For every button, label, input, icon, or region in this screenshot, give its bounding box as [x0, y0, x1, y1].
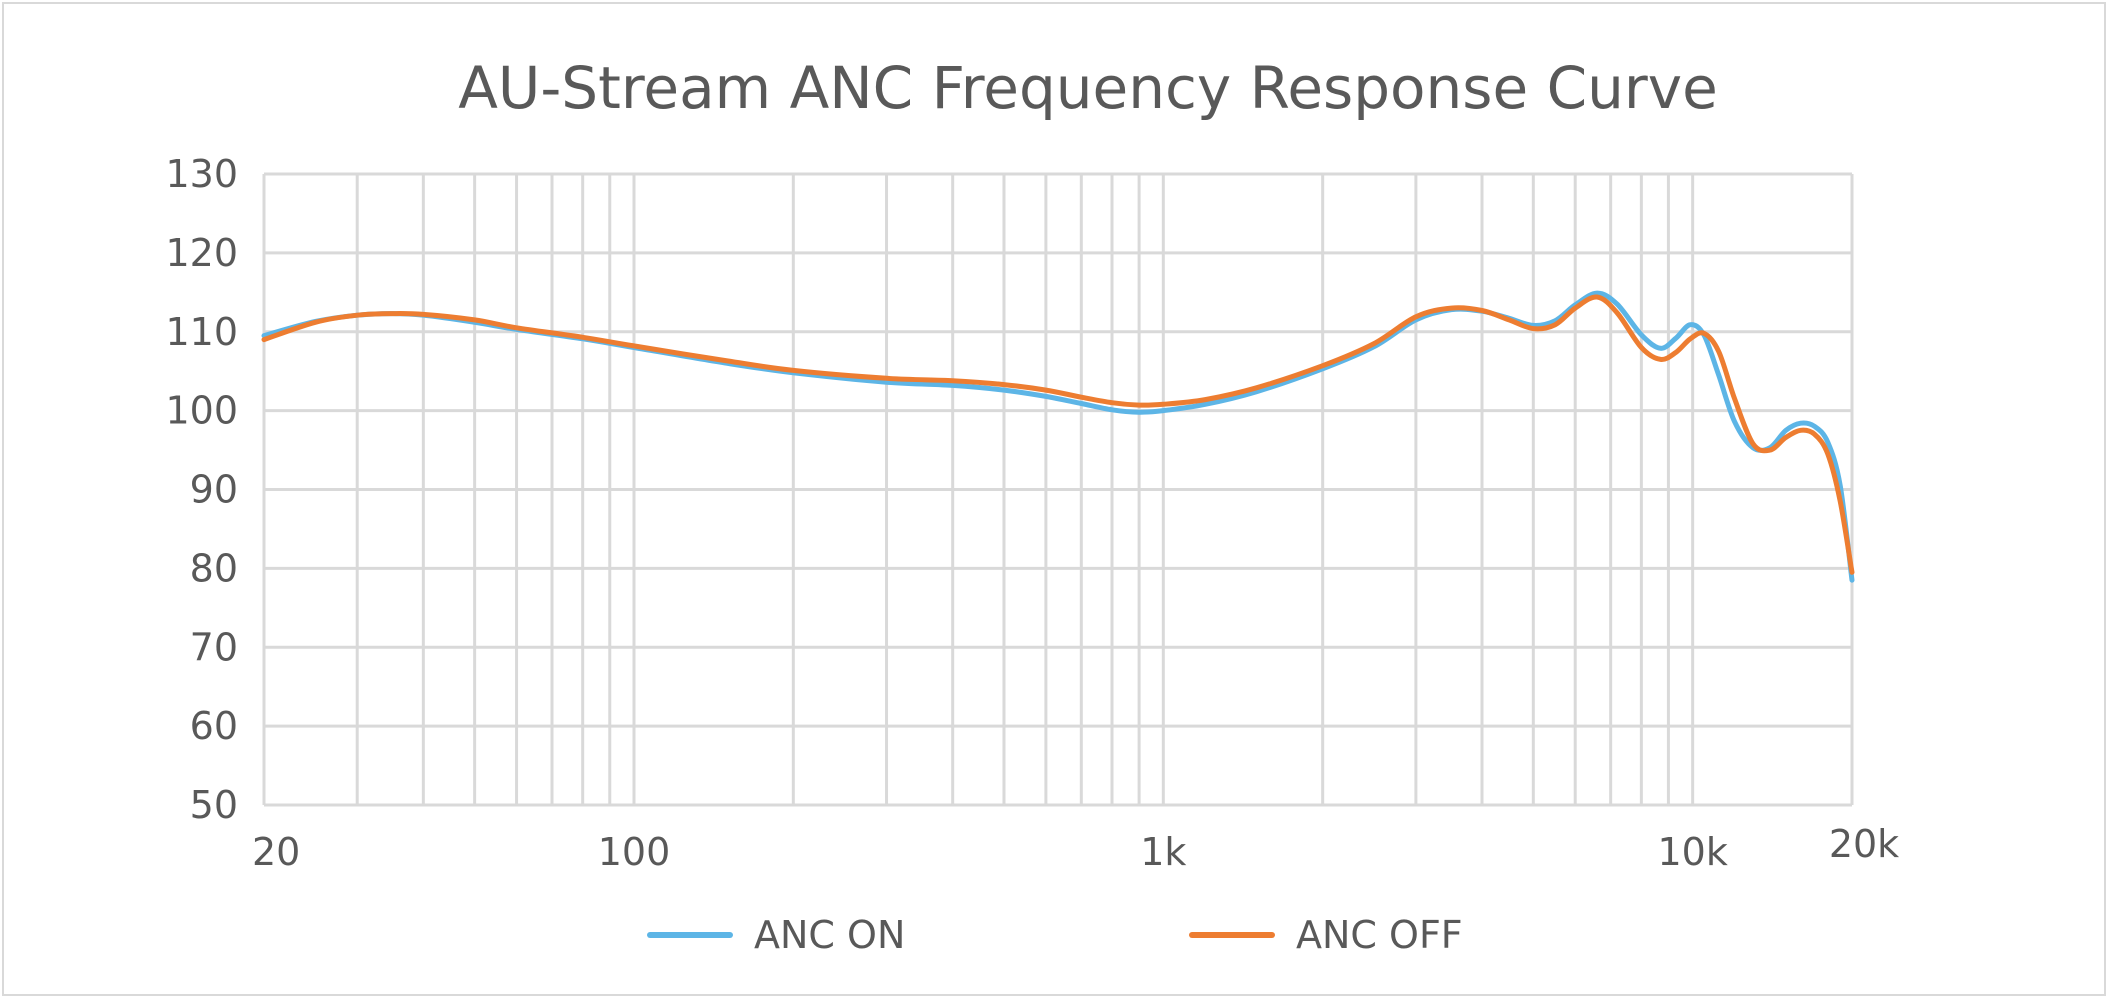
x-tick-label: 100: [598, 830, 671, 874]
y-tick-label: 60: [190, 704, 238, 748]
grid: [262, 172, 1854, 807]
y-tick-label: 90: [190, 468, 238, 512]
x-tick-label: 10k: [1657, 830, 1727, 874]
legend-label: ANC ON: [754, 913, 905, 957]
legend: ANC ON ANC OFF: [647, 913, 1463, 957]
legend-item: ANC ON: [647, 913, 905, 957]
y-tick-label: 100: [165, 389, 238, 433]
y-tick-label: 110: [165, 310, 238, 354]
y-tick-label: 120: [165, 231, 238, 275]
series-line-anc-off: [261, 294, 1855, 575]
x-tick-label: 20k: [1829, 822, 1899, 866]
series-lines: [261, 290, 1855, 583]
x-tick-label: 20: [252, 830, 300, 874]
y-tick-label: 130: [165, 152, 238, 196]
chart-title: AU-Stream ANC Frequency Response Curve: [458, 54, 1718, 122]
axis-tick-labels: 50 60 70 80 90 100 110 120 130 20 100 1k 10k 20k: [165, 152, 1899, 874]
y-tick-label: 70: [190, 625, 238, 669]
legend-item: ANC OFF: [1189, 913, 1463, 957]
x-tick-label: 1k: [1140, 830, 1186, 874]
legend-label: ANC OFF: [1296, 913, 1463, 957]
y-tick-label: 50: [190, 783, 238, 827]
y-tick-label: 80: [190, 546, 238, 590]
series-line-anc-on: [261, 290, 1855, 583]
